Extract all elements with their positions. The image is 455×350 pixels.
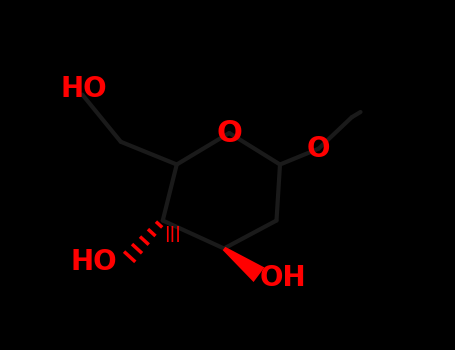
Text: O: O — [307, 135, 330, 163]
Text: O: O — [216, 119, 242, 147]
Text: HO: HO — [71, 248, 117, 276]
Text: |||: ||| — [164, 226, 181, 242]
Polygon shape — [223, 247, 264, 282]
Text: OH: OH — [259, 264, 306, 292]
Text: HO: HO — [61, 75, 107, 103]
